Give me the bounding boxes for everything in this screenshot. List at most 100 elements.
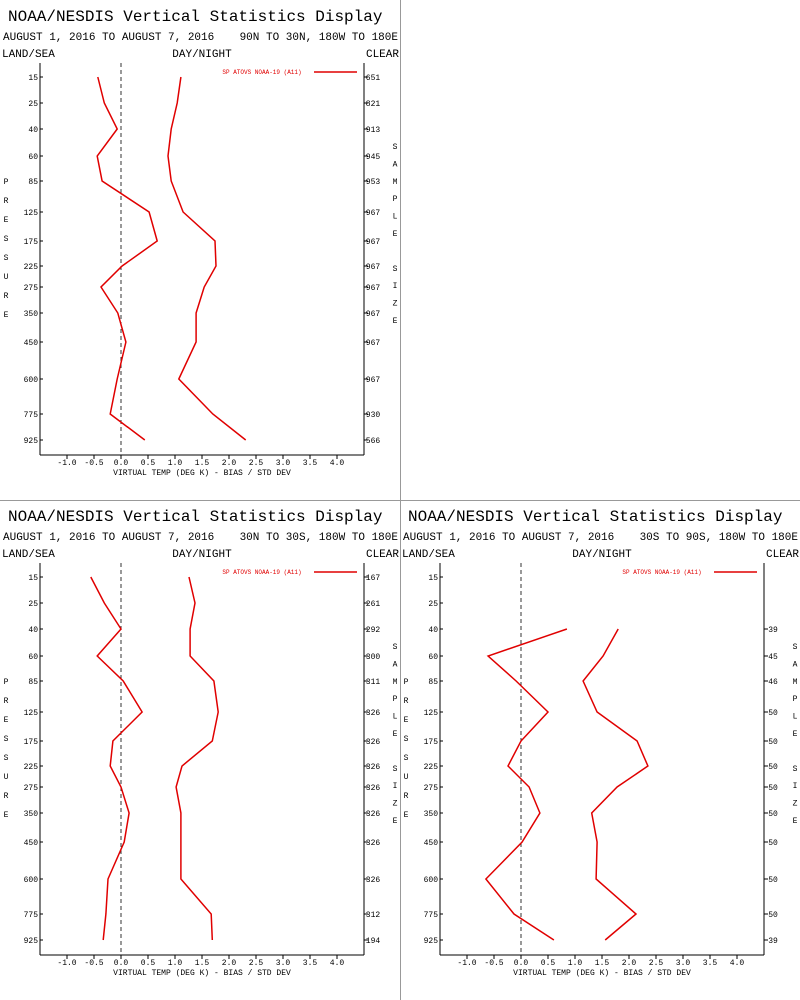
sample-size: 967 <box>366 238 381 247</box>
y-tick-label: 60 <box>28 653 38 662</box>
legend-label: SP ATOVS NOAA-19 (A11) <box>222 69 301 76</box>
land-sea-label: LAND/SEA <box>402 549 455 561</box>
sample-size: 326 <box>366 763 381 772</box>
y-tick-label: 60 <box>28 153 38 162</box>
y-tick-label: 275 <box>24 784 39 793</box>
subtitle: AUGUST 1, 2016 TO AUGUST 7, 2016 <box>3 32 214 44</box>
x-tick-label: 2.5 <box>249 459 264 468</box>
sample-size: 194 <box>366 937 381 946</box>
x-tick-label: 4.0 <box>330 959 345 968</box>
y-tick-label: 225 <box>24 763 39 772</box>
panel: NOAA/NESDIS Vertical Statistics Display A… <box>2 8 400 478</box>
sample-size: 39 <box>768 626 778 635</box>
sample-size: 953 <box>366 178 381 187</box>
sample-size: 967 <box>366 310 381 319</box>
land-sea-label: LAND/SEA <box>2 49 55 61</box>
x-tick-label: 1.0 <box>568 959 583 968</box>
sample-size: 326 <box>366 839 381 848</box>
std-dev-line <box>175 576 219 941</box>
bias-line <box>96 76 159 441</box>
sample-size: 326 <box>366 810 381 819</box>
y-tick-label: 600 <box>424 876 439 885</box>
x-tick-label: 1.5 <box>595 959 610 968</box>
x-tick-label: 1.0 <box>168 959 183 968</box>
y-tick-label: 450 <box>24 839 39 848</box>
y-tick-label: 40 <box>28 626 38 635</box>
y-axis-label: PRESSURE <box>2 178 11 330</box>
sample-size: 50 <box>768 709 778 718</box>
y-axis-label: PRESSURE <box>2 678 11 830</box>
x-tick-label: 0.5 <box>141 459 156 468</box>
x-tick-label: 3.5 <box>303 459 318 468</box>
sample-size: 326 <box>366 876 381 885</box>
y-tick-label: 85 <box>28 178 38 187</box>
sample-size: 300 <box>366 653 381 662</box>
x-tick-label: 4.0 <box>330 459 345 468</box>
x-tick-label: 0.0 <box>114 459 129 468</box>
subtitle: AUGUST 1, 2016 TO AUGUST 7, 2016 <box>403 532 614 544</box>
y-tick-label: 350 <box>24 810 39 819</box>
y-tick-label: 175 <box>24 238 39 247</box>
x-tick-label: 2.0 <box>622 959 637 968</box>
region: 30N TO 30S, 180W TO 180E <box>240 532 399 544</box>
sample-size: 930 <box>366 411 381 420</box>
y-tick-label: 40 <box>428 626 438 635</box>
chart-title: NOAA/NESDIS Vertical Statistics Display <box>8 508 383 526</box>
y-tick-label: 125 <box>424 709 439 718</box>
std-dev-line <box>582 628 649 941</box>
sample-size: 326 <box>366 784 381 793</box>
panel: NOAA/NESDIS Vertical Statistics Display A… <box>402 508 800 978</box>
x-tick-label: -1.0 <box>57 959 76 968</box>
chart-title: NOAA/NESDIS Vertical Statistics Display <box>408 508 783 526</box>
sample-size: 50 <box>768 738 778 747</box>
y-tick-label: 275 <box>424 784 439 793</box>
y-tick-label: 350 <box>24 310 39 319</box>
x-tick-label: 3.5 <box>703 959 718 968</box>
region: 90N TO 30N, 180W TO 180E <box>240 32 399 44</box>
y-tick-label: 175 <box>424 738 439 747</box>
x-tick-label: -0.5 <box>84 959 103 968</box>
sample-size: 967 <box>366 263 381 272</box>
y-tick-label: 85 <box>28 678 38 687</box>
y-axis-label: PRESSURE <box>402 678 411 830</box>
sample-size: 967 <box>366 209 381 218</box>
y-tick-label: 450 <box>24 339 39 348</box>
x-tick-label: 0.5 <box>141 959 156 968</box>
y-tick-label: 775 <box>24 911 39 920</box>
sample-size: 311 <box>366 678 381 687</box>
x-tick-label: 1.0 <box>168 459 183 468</box>
y-tick-label: 775 <box>424 911 439 920</box>
x-tick-label: 3.0 <box>676 959 691 968</box>
y2-axis-label: SAMPLE SIZE <box>791 643 800 834</box>
day-night-label: DAY/NIGHT <box>172 49 232 61</box>
day-night-label: DAY/NIGHT <box>572 549 632 561</box>
y-tick-label: 125 <box>24 209 39 218</box>
bias-line <box>90 576 144 941</box>
x-tick-label: 1.5 <box>195 459 210 468</box>
y-tick-label: 40 <box>28 126 38 135</box>
y2-axis-label: SAMPLE SIZE <box>391 643 400 834</box>
x-tick-label: -1.0 <box>457 959 476 968</box>
y-tick-label: 775 <box>24 411 39 420</box>
x-tick-label: -1.0 <box>57 459 76 468</box>
std-dev-line <box>167 76 247 441</box>
sample-size: 50 <box>768 911 778 920</box>
x-tick-label: 0.0 <box>514 959 529 968</box>
y-tick-label: 275 <box>24 284 39 293</box>
y-tick-label: 15 <box>28 574 38 583</box>
y-tick-label: 85 <box>428 678 438 687</box>
x-tick-label: 3.0 <box>276 459 291 468</box>
sample-size: 312 <box>366 911 381 920</box>
y-tick-label: 60 <box>428 653 438 662</box>
clear-label: CLEAR <box>366 549 399 561</box>
x-axis-label: VIRTUAL TEMP (DEG K) - BIAS / STD DEV <box>113 969 291 978</box>
y-tick-label: 15 <box>28 74 38 83</box>
sample-size: 46 <box>768 678 778 687</box>
sample-size: 50 <box>768 876 778 885</box>
y-tick-label: 450 <box>424 839 439 848</box>
chart-title: NOAA/NESDIS Vertical Statistics Display <box>8 8 383 26</box>
y-tick-label: 225 <box>424 763 439 772</box>
x-tick-label: 4.0 <box>730 959 745 968</box>
x-tick-label: 2.5 <box>249 959 264 968</box>
